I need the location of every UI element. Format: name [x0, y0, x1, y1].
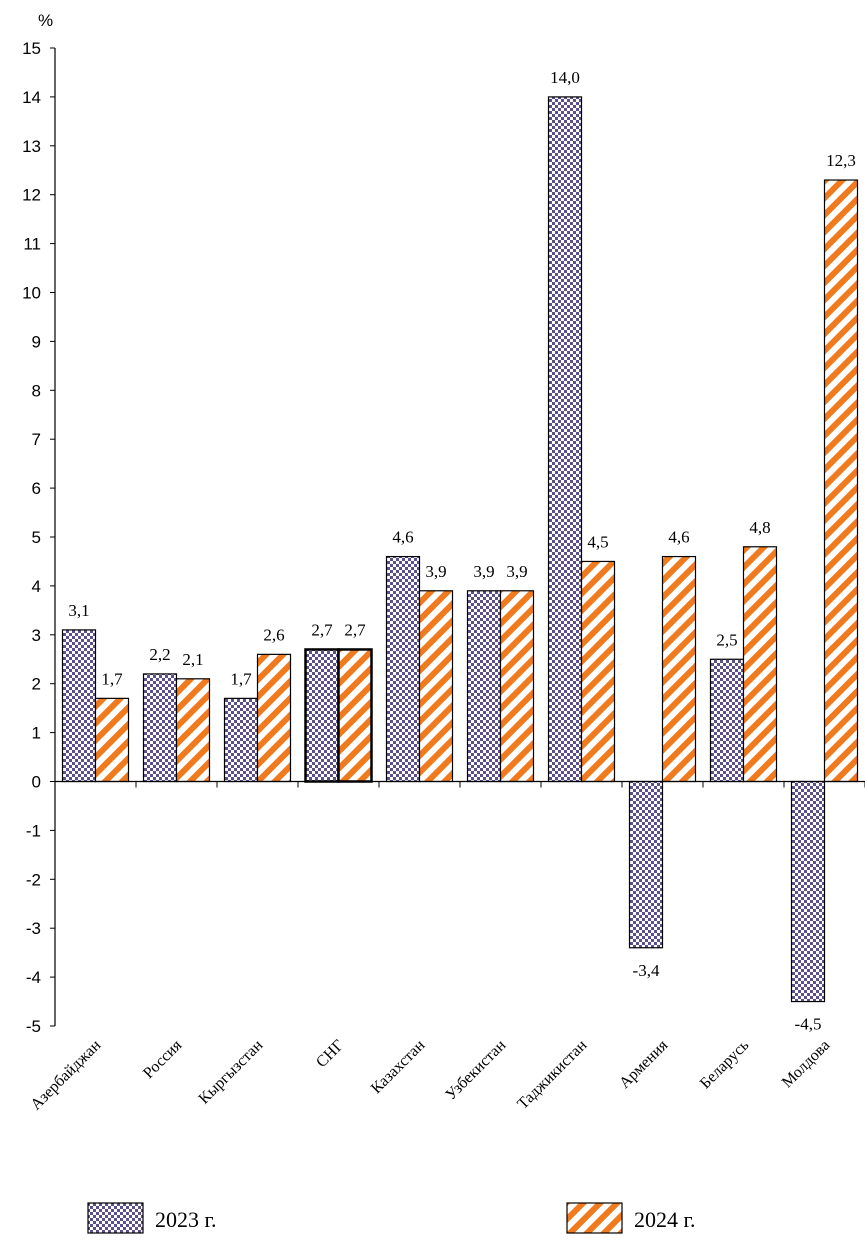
bar-value-label: 2,7 [311, 620, 333, 639]
y-axis-unit-label: % [38, 11, 53, 30]
bar-series-2023 [223, 697, 259, 783]
bar-series-2024 [742, 546, 778, 783]
y-tick-label: -4 [26, 968, 41, 987]
bar-value-label: 4,5 [587, 532, 608, 551]
category-label: Молдова [779, 1037, 834, 1092]
bar-value-label: 1,7 [230, 669, 252, 688]
bar-value-label: 4,8 [749, 518, 770, 537]
category-label: СНГ [313, 1037, 347, 1071]
category-label: Таджикистан [514, 1037, 590, 1113]
y-tick-label: 13 [22, 137, 41, 156]
y-tick-label: 2 [32, 675, 41, 694]
y-tick-label: 12 [22, 186, 41, 205]
bar-value-label: 2,5 [716, 630, 737, 649]
bar-series-2024 [580, 560, 616, 783]
y-tick-label: -5 [26, 1017, 41, 1036]
y-tick-label: -3 [26, 919, 41, 938]
y-tick-label: 11 [23, 235, 41, 254]
bar-value-label: 3,9 [473, 562, 494, 581]
y-tick-label: 3 [32, 626, 41, 645]
bar-series-2024 [175, 678, 211, 783]
category-label: Беларусь [697, 1037, 753, 1093]
legend-swatch-2024 [566, 1202, 623, 1234]
legend-swatch-2023 [87, 1202, 144, 1234]
bar-value-label: -3,4 [633, 961, 660, 980]
bar-value-label: 4,6 [392, 528, 413, 547]
bar-value-label: 3,9 [506, 562, 527, 581]
category-label: Азербайджан [28, 1036, 105, 1113]
bar-value-label: 4,6 [668, 528, 689, 547]
y-tick-label: 5 [32, 528, 41, 547]
y-tick-label: 0 [32, 773, 41, 792]
y-tick-label: 1 [32, 724, 41, 743]
legend-label-2023: 2023 г. [155, 1207, 217, 1232]
bar-series-2023 [709, 658, 745, 783]
bar-series-2023 [61, 629, 97, 783]
bar-series-2023 [547, 96, 583, 783]
category-label: Казахстан [368, 1037, 429, 1098]
y-tick-label: 6 [32, 479, 41, 498]
y-tick-label: 9 [32, 332, 41, 351]
bar-series-2024 [499, 590, 535, 783]
bar-series-2023 [304, 648, 340, 783]
bar-value-label: 1,7 [101, 669, 123, 688]
bar-series-2024 [94, 697, 130, 783]
bar-series-2023 [628, 780, 664, 949]
bar-series-2023 [466, 590, 502, 783]
bar-value-label: 14,0 [550, 68, 580, 87]
y-tick-label: 4 [32, 577, 41, 596]
bar-series-2023 [142, 673, 178, 783]
y-tick-label: 10 [22, 284, 41, 303]
bar-value-label: 2,6 [263, 625, 284, 644]
bar-series-2024 [337, 648, 373, 783]
bar-series-2024 [256, 653, 292, 783]
bar-series-2024 [661, 555, 697, 783]
y-tick-label: -2 [26, 870, 41, 889]
bar-series-2023 [790, 780, 826, 1003]
legend-label-2024: 2024 г. [634, 1207, 696, 1232]
bar-series-2024 [823, 179, 859, 783]
bar-value-label: 2,7 [344, 620, 366, 639]
bar-series-2023 [385, 555, 421, 783]
y-tick-label: 7 [32, 430, 41, 449]
y-tick-label: 8 [32, 381, 41, 400]
y-tick-label: -1 [26, 821, 41, 840]
category-label: Россия [140, 1036, 186, 1082]
bar-series-2024 [418, 590, 454, 783]
category-label: Кыргызстан [196, 1037, 267, 1108]
legend: 2023 г. 2024 г. [87, 1202, 696, 1234]
bar-value-label: 3,1 [68, 601, 89, 620]
bar-value-label: 2,2 [149, 645, 170, 664]
bar-value-label: 2,1 [182, 650, 203, 669]
category-label: Армения [616, 1036, 672, 1092]
category-label: Узбекистан [442, 1036, 509, 1103]
bar-value-label: 12,3 [826, 151, 856, 170]
y-tick-label: 15 [22, 39, 41, 58]
y-tick-label: 14 [22, 88, 41, 107]
bar-value-label: 3,9 [425, 562, 446, 581]
bar-value-label: -4,5 [795, 1015, 822, 1034]
